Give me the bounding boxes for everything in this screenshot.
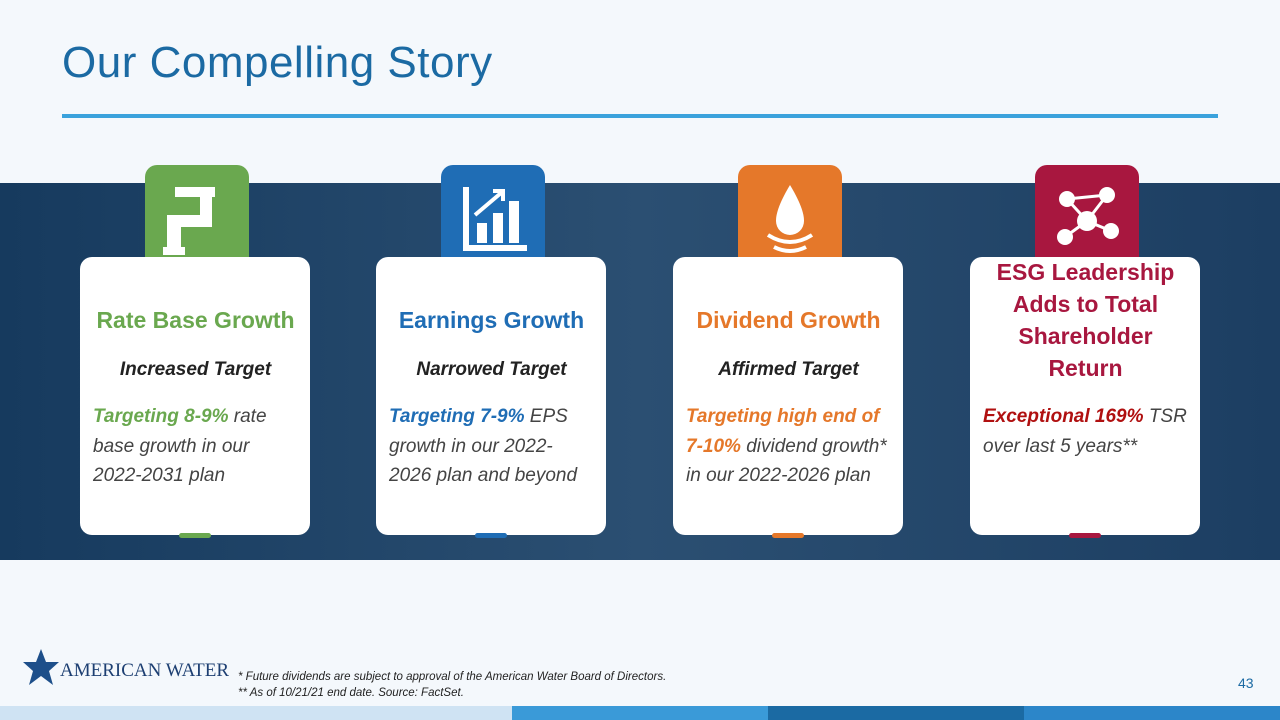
card: Dividend Growth Affirmed Target Targeting … (673, 257, 903, 535)
highlight: Targeting 8-9% (93, 406, 229, 427)
bottom-stripe (0, 706, 1280, 720)
card: Rate Base Growth Increased Target Targetin… (80, 257, 310, 535)
card-subtitle: Increased Target (119, 359, 272, 380)
card-body: Targeting 7-9% EPS growth in our 2022-20… (389, 402, 594, 491)
body-text: rate base growth in our 2022-2031 plan (93, 406, 267, 486)
card-title: Earnings Growth (398, 306, 585, 333)
card-title: Rate Base Growth (96, 306, 295, 333)
title-rule (62, 114, 1218, 118)
card-body: Exceptional 169% TSR over last 5 years** (983, 402, 1188, 461)
card: Earnings Growth Narrowed Target Targeting … (376, 257, 606, 535)
card-pill (772, 533, 804, 538)
slide-title: Our Compelling Story (62, 38, 493, 87)
icon (1057, 187, 1119, 245)
highlight: Targeting 7-9% (389, 406, 525, 427)
icon (766, 185, 814, 253)
card-title: ESG Leadership Adds to Total Shareholder… (996, 258, 1175, 381)
body-text: dividend growth* in our 2022-2026 plan (686, 435, 887, 487)
footnotes: * Future dividends are subject to approv… (238, 669, 666, 701)
card-pill (1069, 533, 1101, 538)
logo-text: American Water (60, 660, 230, 681)
card-body: Targeting 8-9% rate base growth in our 2… (93, 402, 298, 491)
highlight: Exceptional 169% (983, 406, 1144, 427)
body-text: EPS growth in our 2022-2026 plan and bey… (389, 406, 578, 486)
logo-star (23, 649, 59, 685)
body-text: TSR over last 5 years** (983, 406, 1187, 457)
card-title: Dividend Growth (696, 306, 881, 333)
icon (163, 187, 215, 255)
card-pill (179, 533, 211, 538)
card: ESG Leadership Adds to Total Shareholder… (970, 257, 1200, 535)
footnote: ** As of 10/21/21 end date. Source: Fact… (238, 687, 464, 699)
card-pill (475, 533, 507, 538)
highlight: Targeting high end of 7-10% (686, 406, 880, 457)
card-body: Targeting high end of 7-10% dividend gro… (686, 402, 891, 491)
card-subtitle: Narrowed Target (416, 359, 567, 380)
icon (463, 187, 527, 251)
card-subtitle: Affirmed Target (718, 359, 859, 380)
page-number: 43 (1238, 675, 1254, 691)
footnote: * Future dividends are subject to approv… (238, 671, 667, 683)
